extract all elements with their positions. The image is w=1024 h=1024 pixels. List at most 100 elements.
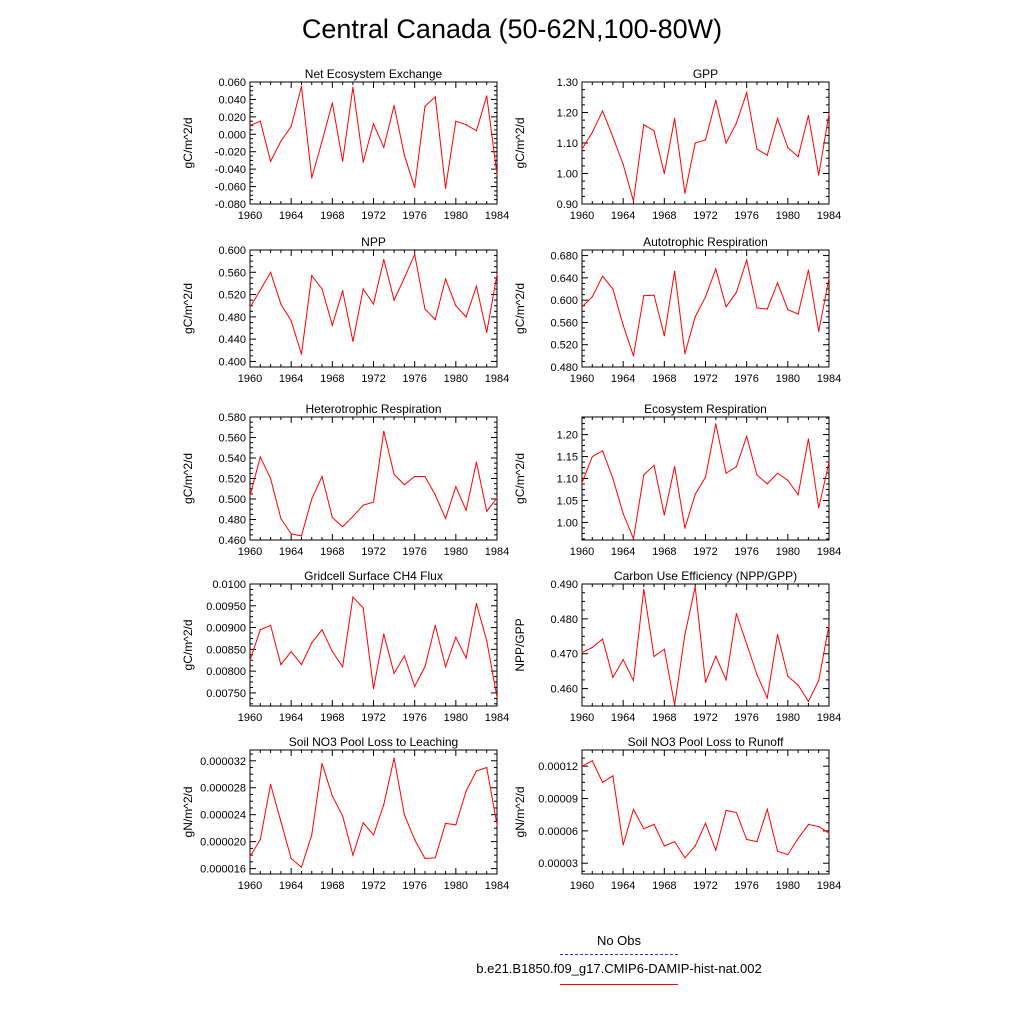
data-point	[787, 675, 789, 677]
y-axis-label: NPP/GPP	[513, 618, 527, 671]
data-point	[787, 479, 789, 481]
data-point	[403, 655, 405, 657]
legend-obs-label: No Obs	[596, 933, 642, 948]
data-point	[486, 510, 488, 512]
y-tick-label: 0.020	[218, 112, 246, 124]
data-point	[591, 760, 593, 762]
data-point	[372, 834, 375, 836]
y-tick-label: 0.520	[550, 340, 578, 352]
data-point	[414, 839, 416, 841]
data-point	[352, 596, 354, 598]
data-point	[776, 633, 779, 636]
data-point	[352, 86, 354, 88]
data-point	[591, 455, 593, 458]
panel-title: Soil NO3 Pool Loss to Runoff	[628, 735, 785, 749]
data-point	[465, 124, 467, 126]
y-tick-label: 0.480	[550, 362, 578, 374]
data-point	[797, 684, 799, 686]
y-tick-label: 0.480	[218, 515, 246, 527]
panel-title: GPP	[693, 67, 718, 81]
data-point	[776, 472, 779, 474]
x-tick-label: 1960	[570, 880, 594, 892]
data-point	[362, 504, 364, 506]
x-tick-label: 1960	[570, 210, 594, 222]
x-tick-label: 1984	[485, 210, 509, 222]
y-axis-label: gC/m^2/d	[181, 620, 195, 671]
x-tick-label: 1960	[238, 546, 262, 558]
data-point	[746, 435, 748, 437]
data-point	[756, 841, 758, 843]
data-point	[300, 85, 303, 87]
y-tick-label: 0.440	[218, 334, 246, 346]
x-tick-label: 1984	[485, 546, 509, 558]
y-tick-label: 0.040	[218, 94, 246, 106]
panel-5: Heterotrophic Respiration gC/m^2/d 1960 196…	[181, 402, 509, 558]
data-point	[321, 288, 323, 290]
data-point	[269, 160, 272, 162]
data-point	[632, 679, 635, 682]
data-point	[496, 824, 498, 826]
data-point	[746, 259, 748, 261]
data-point	[342, 815, 344, 817]
data-point	[383, 146, 385, 148]
x-tick-label: 1972	[361, 373, 385, 385]
data-point	[362, 607, 364, 609]
data-point	[818, 174, 820, 176]
data-point	[735, 466, 737, 468]
data-point	[581, 652, 583, 654]
data-point	[280, 517, 282, 520]
data-point	[807, 823, 810, 826]
panel-4: Autotrophic Respiration gC/m^2/d 1960 1964 1…	[513, 235, 841, 385]
data-point	[704, 296, 707, 298]
series-line	[581, 258, 830, 357]
data-point	[362, 822, 364, 824]
x-tick-label: 1968	[652, 880, 676, 892]
data-point	[475, 130, 478, 132]
y-tick-label: 0.680	[550, 251, 578, 263]
data-point	[601, 275, 604, 277]
data-point	[797, 156, 799, 158]
y-tick-label: 0.000032	[200, 756, 246, 768]
data-point	[684, 353, 686, 355]
data-point	[674, 466, 676, 468]
data-point	[280, 303, 282, 305]
panel-title: Carbon Use Efficiency (NPP/GPP)	[614, 569, 797, 583]
plot-frame	[249, 249, 498, 368]
x-tick-label: 1976	[402, 546, 426, 558]
data-point	[331, 516, 333, 519]
data-point	[581, 306, 583, 308]
x-tick-label: 1984	[817, 546, 841, 558]
data-point	[674, 270, 676, 272]
data-point	[725, 142, 727, 144]
data-point	[663, 648, 665, 650]
data-point	[486, 331, 488, 334]
data-point	[653, 130, 655, 132]
data-point	[290, 857, 292, 860]
data-point	[393, 672, 395, 674]
data-point	[828, 461, 830, 463]
series-line	[249, 757, 498, 869]
data-point	[684, 192, 686, 194]
y-tick-label: 0.0100	[212, 579, 246, 591]
y-tick-label: 1.20	[557, 108, 578, 120]
y-tick-label: 0.000	[218, 129, 246, 141]
x-tick-label: 1964	[279, 210, 303, 222]
x-tick-label: 1972	[693, 880, 717, 892]
data-point	[383, 258, 385, 261]
data-point	[787, 853, 789, 856]
data-point	[632, 808, 635, 810]
data-point	[290, 125, 292, 128]
data-point	[725, 809, 727, 811]
y-tick-label: 1.05	[557, 495, 578, 507]
y-tick-label: 1.10	[557, 474, 578, 486]
data-point	[715, 423, 717, 425]
y-tick-label: 1.20	[557, 430, 578, 442]
x-tick-label: 1984	[817, 210, 841, 222]
data-point	[249, 124, 251, 127]
data-point	[591, 646, 593, 649]
x-tick-label: 1968	[652, 373, 676, 385]
x-tick-label: 1980	[776, 712, 800, 724]
x-tick-label: 1972	[693, 373, 717, 385]
data-point	[280, 820, 282, 823]
data-point	[622, 163, 624, 165]
